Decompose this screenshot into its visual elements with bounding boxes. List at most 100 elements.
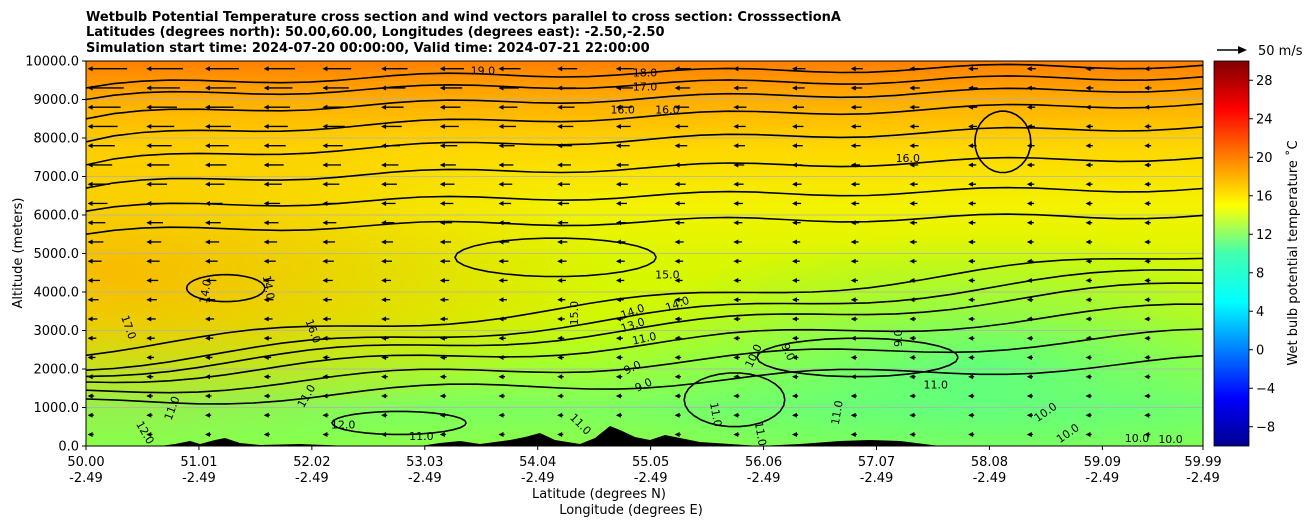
wind-vector-head bbox=[1026, 239, 1032, 245]
wind-vector-head bbox=[204, 143, 210, 149]
colorbar-gradient bbox=[1213, 60, 1250, 447]
wind-vector-head bbox=[733, 123, 739, 129]
wind-vector-head bbox=[909, 316, 915, 322]
wind-vector-head bbox=[322, 104, 328, 110]
wind-vector-head bbox=[792, 431, 798, 437]
chart-title-line-2: Latitudes (degrees north): 50.00,60.00, … bbox=[86, 25, 665, 40]
wind-vector-head bbox=[615, 220, 621, 226]
wind-vector-head bbox=[87, 431, 93, 437]
wind-vector-head bbox=[381, 104, 387, 110]
wind-vector-head bbox=[146, 277, 152, 283]
wind-vector-head bbox=[87, 412, 93, 418]
wind-vector-head bbox=[439, 258, 445, 264]
wind-vector-head bbox=[674, 181, 680, 187]
contour-line bbox=[86, 63, 1203, 89]
wind-vector-head bbox=[1144, 277, 1150, 283]
wind-vector-head bbox=[263, 412, 269, 418]
x-tick-label-lat: 56.06 bbox=[745, 455, 782, 470]
wind-vector-head bbox=[322, 335, 328, 341]
contour-label: 10.0 bbox=[1158, 433, 1183, 446]
wind-vector-head bbox=[1026, 354, 1032, 360]
wind-vector-head bbox=[263, 104, 269, 110]
wind-vector-head bbox=[1026, 316, 1032, 322]
wind-vector-head bbox=[498, 431, 504, 437]
wind-vector-head bbox=[263, 393, 269, 399]
wind-vector-head bbox=[733, 335, 739, 341]
contour-label: 10.0 bbox=[1125, 432, 1150, 445]
wind-vector-head bbox=[674, 143, 680, 149]
wind-vector-head bbox=[1085, 162, 1091, 168]
wind-vector-head bbox=[850, 374, 856, 380]
wind-vector-head bbox=[1144, 335, 1150, 341]
x-tick-label-lon: -2.49 bbox=[1086, 471, 1120, 486]
wind-vector-head bbox=[439, 85, 445, 91]
wind-vector-head bbox=[733, 200, 739, 206]
wind-vector-head bbox=[1144, 393, 1150, 399]
wind-vector-head bbox=[263, 277, 269, 283]
wind-vector-head bbox=[381, 181, 387, 187]
wind-vector-head bbox=[733, 220, 739, 226]
wind-vector-head bbox=[968, 200, 974, 206]
wind-vector-head bbox=[146, 239, 152, 245]
wind-vector-head bbox=[322, 200, 328, 206]
colorbar-label: Wet bulb potential temperature ˚C bbox=[1285, 140, 1301, 365]
wind-vector-head bbox=[557, 335, 563, 341]
wind-vector-head bbox=[615, 393, 621, 399]
wind-vector-head bbox=[263, 220, 269, 226]
wind-vector-head bbox=[557, 316, 563, 322]
wind-vector-head bbox=[615, 335, 621, 341]
wind-vector-head bbox=[381, 431, 387, 437]
wind-vector-head bbox=[557, 85, 563, 91]
contour-label: 11.0 bbox=[829, 399, 846, 425]
wind-vector-head bbox=[615, 354, 621, 360]
wind-vector-head bbox=[146, 200, 152, 206]
x-tick-label-lon: -2.49 bbox=[69, 471, 103, 486]
wind-vector-head bbox=[87, 104, 93, 110]
wind-vector-head bbox=[1085, 431, 1091, 437]
contour-label: 14.0 bbox=[197, 278, 214, 304]
wind-vector-head bbox=[792, 200, 798, 206]
wind-vector-head bbox=[439, 393, 445, 399]
wind-vector-head bbox=[204, 104, 210, 110]
wind-vector-head bbox=[968, 85, 974, 91]
wind-vector-head bbox=[674, 412, 680, 418]
wind-vector-head bbox=[909, 297, 915, 303]
colorbar-tick-label: 16 bbox=[1256, 189, 1273, 204]
quiver-key: 50 m/s bbox=[1217, 44, 1303, 59]
wind-vector-head bbox=[498, 200, 504, 206]
wind-vector-head bbox=[557, 393, 563, 399]
wind-vector-head bbox=[1144, 316, 1150, 322]
x-tick-label-lon: -2.49 bbox=[521, 471, 555, 486]
x-tick-label-lat: 58.08 bbox=[971, 455, 1008, 470]
wind-vector-head bbox=[850, 181, 856, 187]
wind-vector-head bbox=[146, 431, 152, 437]
wind-vector-head bbox=[146, 104, 152, 110]
colorbar-tick-label: 20 bbox=[1256, 151, 1273, 166]
wind-vector-head bbox=[204, 85, 210, 91]
wind-vector-head bbox=[498, 66, 504, 72]
wind-vector-head bbox=[87, 354, 93, 360]
colorbar-tick-label: 8 bbox=[1256, 266, 1264, 281]
contour-line bbox=[86, 75, 1203, 101]
wind-vector-head bbox=[674, 66, 680, 72]
wind-vector-head bbox=[87, 297, 93, 303]
wind-vector-head bbox=[674, 393, 680, 399]
colorbar-tick-label: 24 bbox=[1256, 112, 1273, 127]
wind-vector-head bbox=[322, 123, 328, 129]
x-tick-label-lat: 51.01 bbox=[180, 455, 217, 470]
wind-vector-head bbox=[733, 374, 739, 380]
wind-vector-head bbox=[615, 316, 621, 322]
wind-vector-head bbox=[381, 85, 387, 91]
wind-vector-head bbox=[204, 220, 210, 226]
contour-line bbox=[86, 269, 1203, 371]
contour-label: 11.0 bbox=[924, 378, 949, 391]
contour-loop bbox=[454, 237, 657, 278]
y-tick-label: 10000.0 bbox=[25, 55, 79, 70]
wind-vector-head bbox=[615, 143, 621, 149]
wind-vector-head bbox=[733, 431, 739, 437]
x-tick-label-lon: -2.49 bbox=[973, 471, 1007, 486]
wind-vector-head bbox=[439, 123, 445, 129]
wind-vector-head bbox=[439, 66, 445, 72]
wind-vector-head bbox=[1026, 143, 1032, 149]
